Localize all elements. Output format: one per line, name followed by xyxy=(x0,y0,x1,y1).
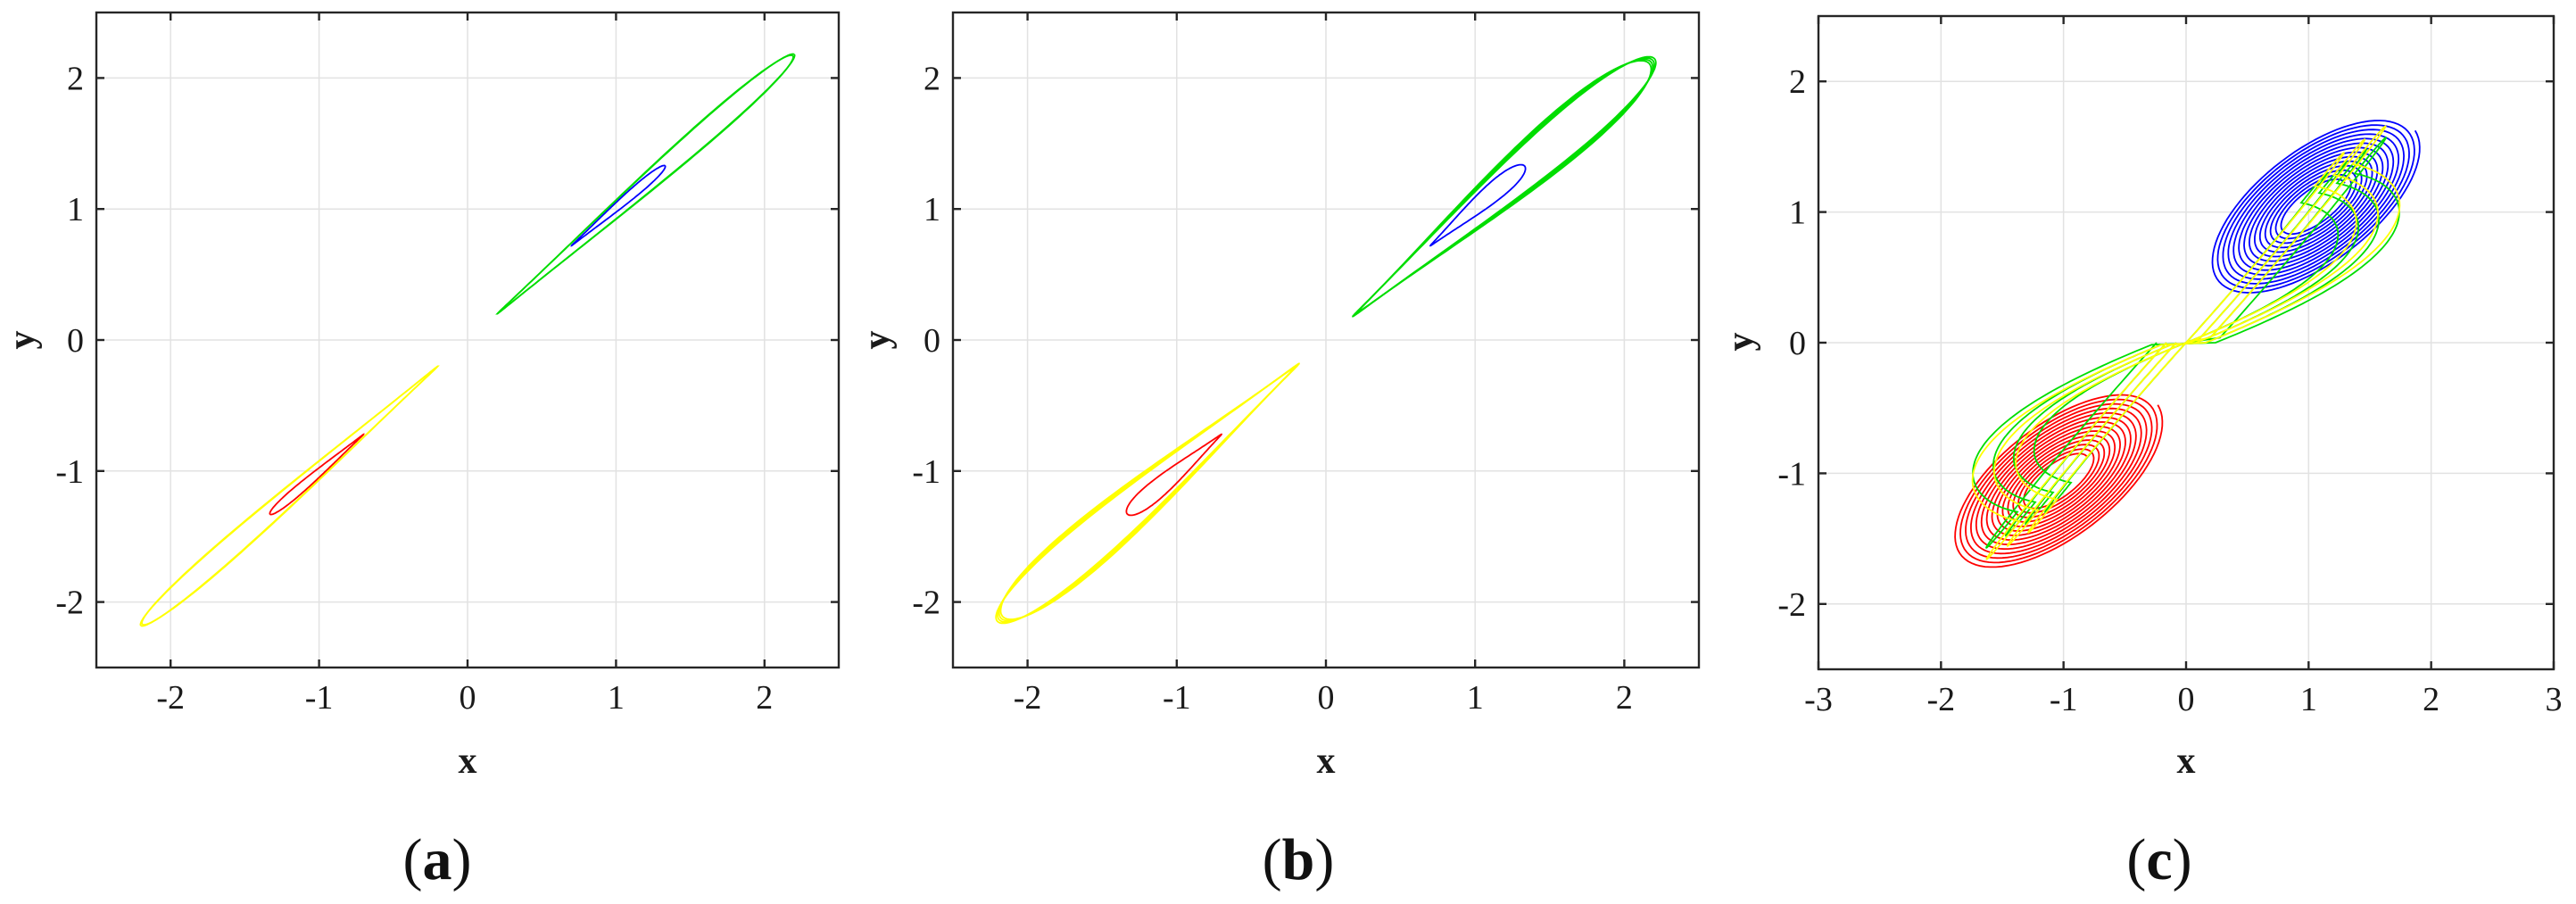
panel-c-ytick-label: 2 xyxy=(1789,63,1806,101)
panel-c-curves xyxy=(1954,120,2421,568)
panel-c-xtick-label: 0 xyxy=(2178,681,2195,718)
panel-c-ytick-label: 1 xyxy=(1789,195,1806,232)
panel-b-xtick-label: -1 xyxy=(1163,679,1191,717)
panel-a-red-curve xyxy=(269,433,365,516)
panel-b-red-curve xyxy=(1125,433,1222,517)
panel-b-ytick-label: -1 xyxy=(912,453,940,491)
panel-c-yellow-curve xyxy=(1971,125,2401,560)
panel-a-ytick-label: 2 xyxy=(67,60,84,97)
panel-c: -3 -2 -1 0 1 2 3 -2 -1 0 1 2 x y (c) xyxy=(1720,14,2563,892)
panel-c-xtick-label: -2 xyxy=(1927,681,1956,718)
panel-a-xtick-label: -2 xyxy=(156,679,185,717)
panel-c-ytick-label: -2 xyxy=(1777,586,1806,624)
panel-b-ytick-label: 2 xyxy=(924,60,940,97)
panel-a-ylabel: y xyxy=(2,331,43,350)
panel-c-red-curve xyxy=(1954,394,2164,568)
panel-b-ytick-label: -2 xyxy=(912,585,940,622)
panel-a-curves xyxy=(139,53,796,627)
panel-b-ylabel: y xyxy=(857,331,898,350)
panel-b-green-curve xyxy=(1354,57,1655,316)
panel-b: -2 -1 0 1 2 -2 -1 0 1 2 x y (b) xyxy=(857,11,1701,892)
panel-c-xtick-label: 2 xyxy=(2423,681,2439,718)
panel-a-ytick-label: 1 xyxy=(67,191,84,228)
panel-c-ytick-label: 0 xyxy=(1789,325,1806,362)
panel-a-grid xyxy=(96,12,839,668)
panel-a-xtick-label: -1 xyxy=(305,679,334,717)
panel-c-xlabel: x xyxy=(2177,741,2196,782)
panel-b-caption: (b) xyxy=(1263,827,1335,892)
panel-b-ytick-label: 1 xyxy=(924,191,940,228)
panel-b-yellow-curve xyxy=(999,367,1295,620)
panel-c-ticks: -3 -2 -1 0 1 2 3 -2 -1 0 1 2 xyxy=(1777,16,2563,718)
panel-b-green-curve xyxy=(1352,55,1657,318)
panel-a-ticks: -2 -1 0 1 2 -2 -1 0 1 2 xyxy=(55,12,839,717)
panel-c-xtick-label: -3 xyxy=(1804,681,1833,718)
panel-a-green-curve xyxy=(495,53,796,315)
panel-a-green-curve xyxy=(496,54,794,315)
panel-a-yellow-curve xyxy=(141,365,439,626)
panel-b-green-curve xyxy=(1357,60,1652,313)
panel-c-xtick-label: -1 xyxy=(2050,681,2078,718)
panel-a-blue-curve xyxy=(570,164,667,247)
panel-b-xlabel: x xyxy=(1317,741,1336,782)
panel-a: -2 -1 0 1 2 -2 -1 0 1 2 x y (a) xyxy=(2,11,841,892)
panel-b-blue-curve xyxy=(1429,163,1527,247)
panel-a-yellow-curve xyxy=(139,365,440,627)
panel-a-xlabel: x xyxy=(459,741,477,782)
panel-c-caption: (c) xyxy=(2126,827,2191,892)
panel-a-ytick-label: -1 xyxy=(55,453,84,491)
panel-c-green-curve xyxy=(1972,137,2400,549)
panel-a-caption: (a) xyxy=(403,827,472,892)
panel-c-xtick-label: 3 xyxy=(2546,681,2563,718)
panel-b-grid xyxy=(953,12,1699,668)
panel-b-ticks: -2 -1 0 1 2 -2 -1 0 1 2 xyxy=(912,12,1699,717)
panel-a-ytick-label: -2 xyxy=(55,585,84,622)
panel-c-ytick-label: -1 xyxy=(1777,455,1806,493)
panel-a-xtick-label: 1 xyxy=(608,679,625,717)
panel-b-xtick-label: 0 xyxy=(1318,679,1335,717)
panel-b-yellow-curve xyxy=(995,362,1300,625)
panel-a-xtick-label: 2 xyxy=(756,679,773,717)
panel-a-xtick-label: 0 xyxy=(460,679,476,717)
panel-b-ytick-label: 0 xyxy=(924,322,940,360)
panel-b-green-curve xyxy=(1354,58,1654,314)
panel-c-ylabel: y xyxy=(1720,333,1761,352)
panel-b-yellow-curve xyxy=(997,364,1298,623)
panel-b-xtick-label: -2 xyxy=(1014,679,1042,717)
panel-b-curves xyxy=(995,55,1657,625)
panel-a-ytick-label: 0 xyxy=(67,322,84,360)
panel-b-xtick-label: 1 xyxy=(1467,679,1484,717)
panel-c-xtick-label: 1 xyxy=(2300,681,2317,718)
panel-b-xtick-label: 2 xyxy=(1616,679,1633,717)
panel-c-blue-curve xyxy=(2211,120,2421,294)
panel-b-yellow-curve xyxy=(998,366,1297,622)
